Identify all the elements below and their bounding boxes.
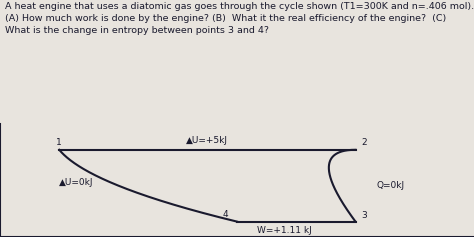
Text: 4: 4: [222, 210, 228, 219]
Text: Q=0kJ: Q=0kJ: [376, 181, 404, 190]
Text: W=+1.11 kJ: W=+1.11 kJ: [257, 226, 312, 235]
Text: A heat engine that uses a diatomic gas goes through the cycle shown (T1=300K and: A heat engine that uses a diatomic gas g…: [5, 2, 474, 35]
Text: 1: 1: [56, 138, 62, 147]
Text: ▲U=0kJ: ▲U=0kJ: [59, 178, 94, 187]
Text: ▲U=+5kJ: ▲U=+5kJ: [186, 136, 228, 145]
Text: 2: 2: [361, 138, 367, 147]
Text: 3: 3: [361, 211, 367, 220]
